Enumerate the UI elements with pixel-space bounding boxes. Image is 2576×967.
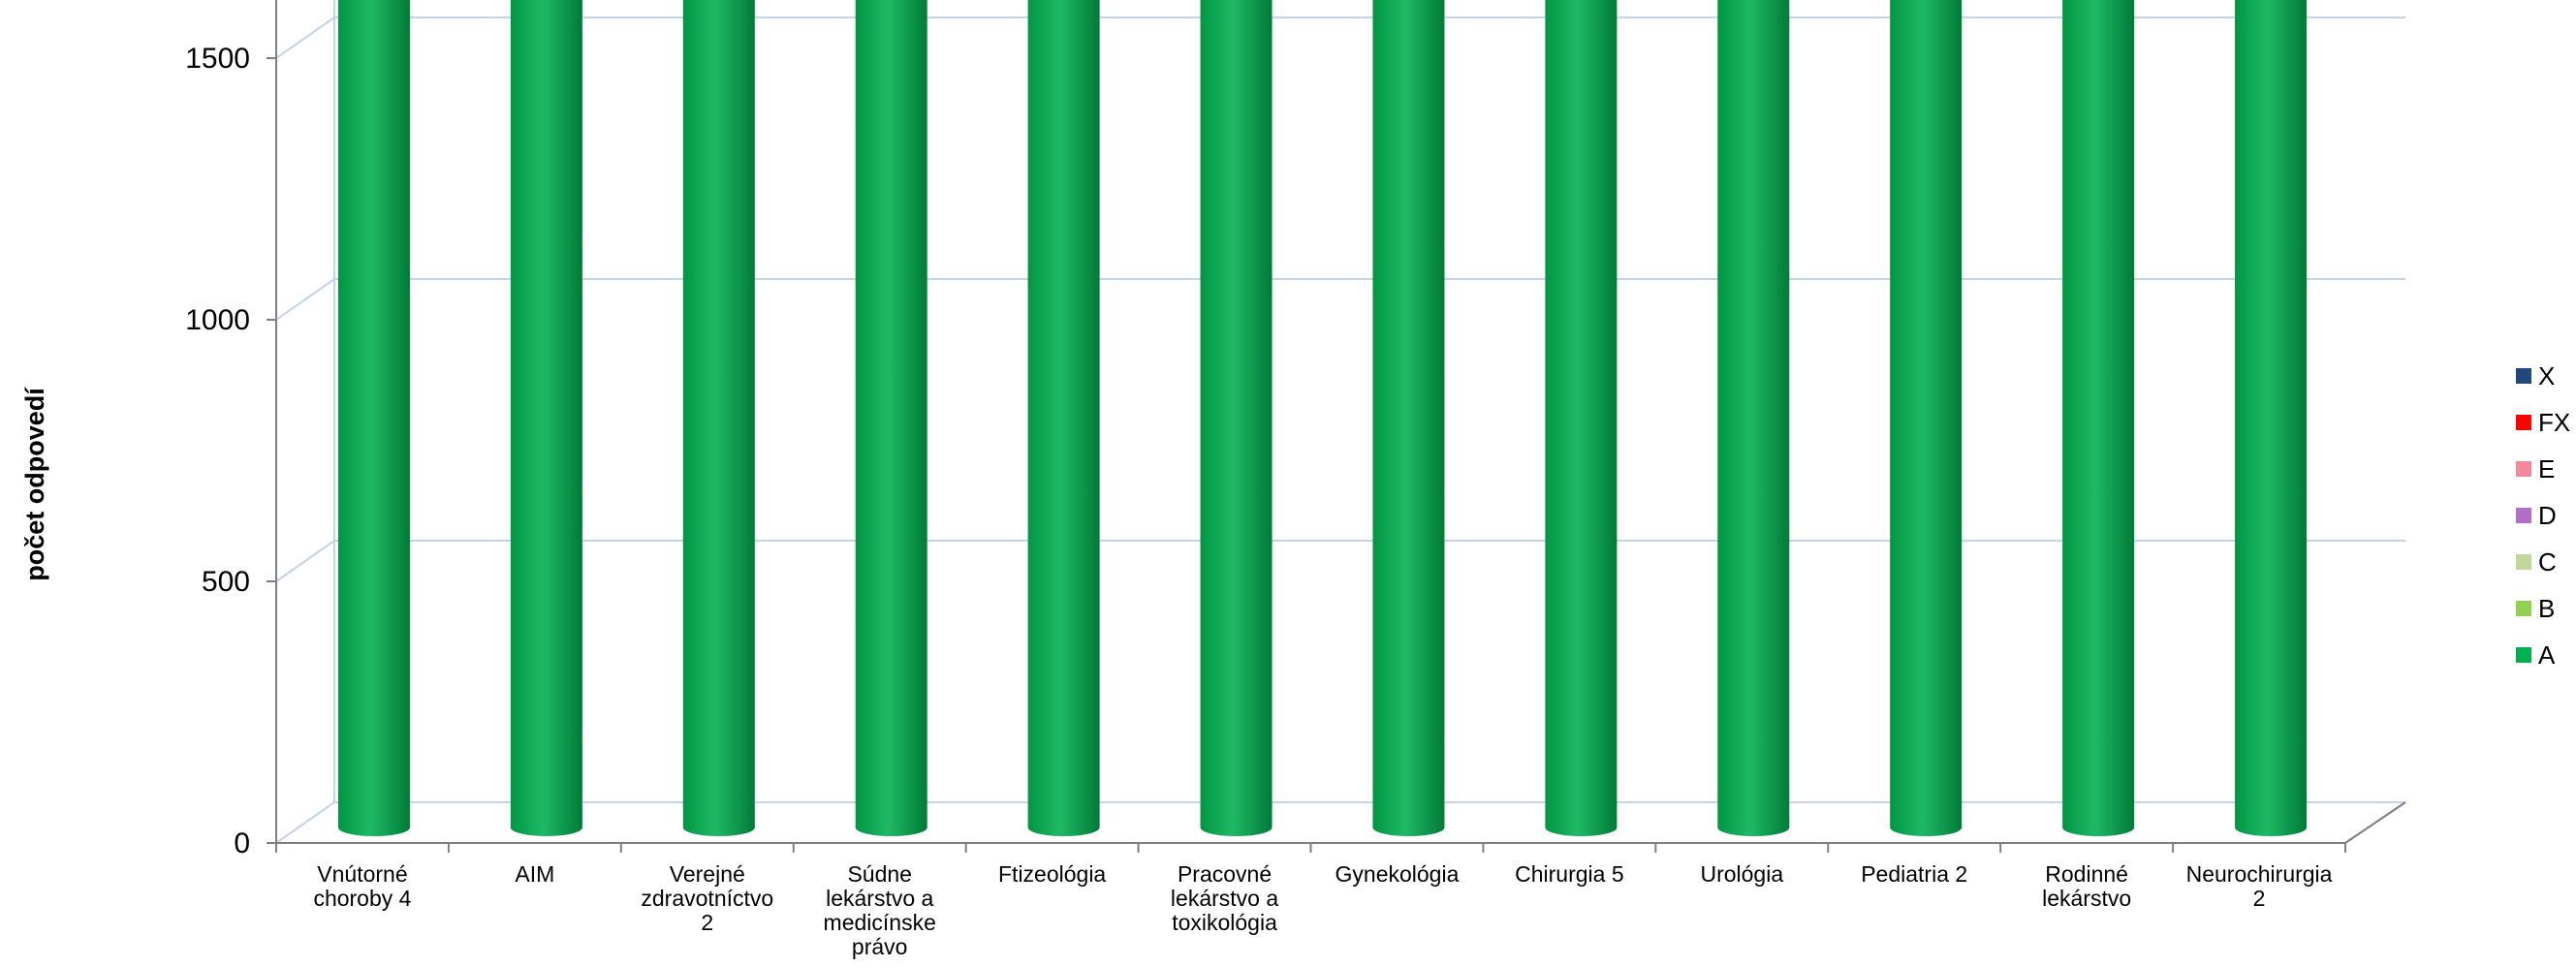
legend-swatch	[2516, 508, 2531, 523]
legend-swatch	[2516, 554, 2531, 570]
x-category-labels: Vnútorné choroby 4 AIM Verejné zdravotníctvo…	[313, 861, 2332, 959]
legend-label: X	[2538, 361, 2555, 390]
bar-segment-a	[1200, 0, 1272, 836]
y-tick-label: 500	[202, 566, 250, 598]
x-category-label: Súdne lekárstvo a medicínske právo	[824, 861, 936, 959]
y-axis-label: počet odpovedí	[20, 387, 49, 581]
bar-segment-a	[682, 0, 755, 836]
bar-column	[2062, 0, 2135, 836]
legend-label: FX	[2538, 408, 2570, 437]
bar-column	[1545, 0, 1618, 836]
x-category-label: Pracovné lekárstvo a toxikológia	[1171, 861, 1278, 935]
legend-item-e: E	[2516, 454, 2555, 484]
legend-item-d: D	[2516, 501, 2557, 530]
gridline-depth	[275, 278, 335, 321]
bar-column	[510, 0, 582, 836]
bars	[337, 0, 2308, 836]
legend-item-fx: FX	[2516, 408, 2570, 437]
legend-label: D	[2538, 501, 2557, 530]
legend-label: A	[2538, 640, 2556, 670]
bar-segment-a	[1372, 0, 1445, 836]
y-tick-label: 1500	[185, 43, 250, 75]
bar-column	[1200, 0, 1272, 836]
bar-column	[855, 0, 927, 836]
legend-label: C	[2538, 547, 2557, 577]
bar-segment-a	[1027, 0, 1100, 836]
gridline-depth	[275, 801, 335, 844]
legend-item-c: C	[2516, 547, 2557, 577]
legend-swatch	[2516, 368, 2531, 384]
y-tick-label: 1000	[185, 304, 250, 336]
bar-segment-a	[1717, 0, 1790, 836]
bar-segment-a	[2235, 0, 2308, 836]
bar-column	[2235, 0, 2308, 836]
x-category-label: Pediatria 2	[1861, 861, 1967, 887]
x-category-label: AIM	[515, 861, 554, 887]
legend-swatch	[2516, 647, 2531, 663]
gridline-depth	[275, 540, 335, 582]
legend-item-a: A	[2516, 640, 2556, 670]
legend-label: E	[2538, 454, 2555, 484]
legend-swatch	[2516, 601, 2531, 616]
bar-segment-a	[337, 0, 410, 836]
x-category-label: Ftizeológia	[998, 861, 1106, 887]
bar-column	[682, 0, 755, 836]
x-category-label: Verejné zdravotníctvo 2	[641, 861, 773, 935]
bar-segment-a	[510, 0, 582, 836]
x-category-label: Urológia	[1700, 861, 1783, 887]
x-category-label: Rodinné lekárstvo	[2042, 861, 2131, 911]
bar-column	[1027, 0, 1100, 836]
x-category-label: Vnútorné choroby 4	[313, 861, 411, 911]
legend-swatch	[2516, 461, 2531, 477]
gridlines	[275, 0, 2405, 844]
bar-column	[337, 0, 410, 836]
bar-column	[1890, 0, 1963, 836]
legend-item-b: B	[2516, 594, 2555, 623]
x-category-label: Neurochirurgia 2	[2186, 861, 2333, 911]
bar-column	[1372, 0, 1445, 836]
axes	[267, 0, 2406, 853]
y-tick-labels: 050010001500200025003000	[185, 43, 250, 859]
legend-label: B	[2538, 594, 2555, 623]
bar-segment-a	[2062, 0, 2135, 836]
legend-item-x: X	[2516, 361, 2555, 390]
x-category-label: Chirurgia 5	[1515, 861, 1624, 887]
x-category-label: Gynekológia	[1335, 861, 1460, 887]
bar-column	[1717, 0, 1790, 836]
gridline-depth	[275, 16, 335, 59]
y-tick-label: 0	[234, 827, 250, 859]
floor-right-edge	[2344, 801, 2406, 844]
bar-segment-a	[1545, 0, 1618, 836]
bar-segment-a	[855, 0, 927, 836]
bar-segment-a	[1890, 0, 1963, 836]
legend-swatch	[2516, 415, 2531, 430]
